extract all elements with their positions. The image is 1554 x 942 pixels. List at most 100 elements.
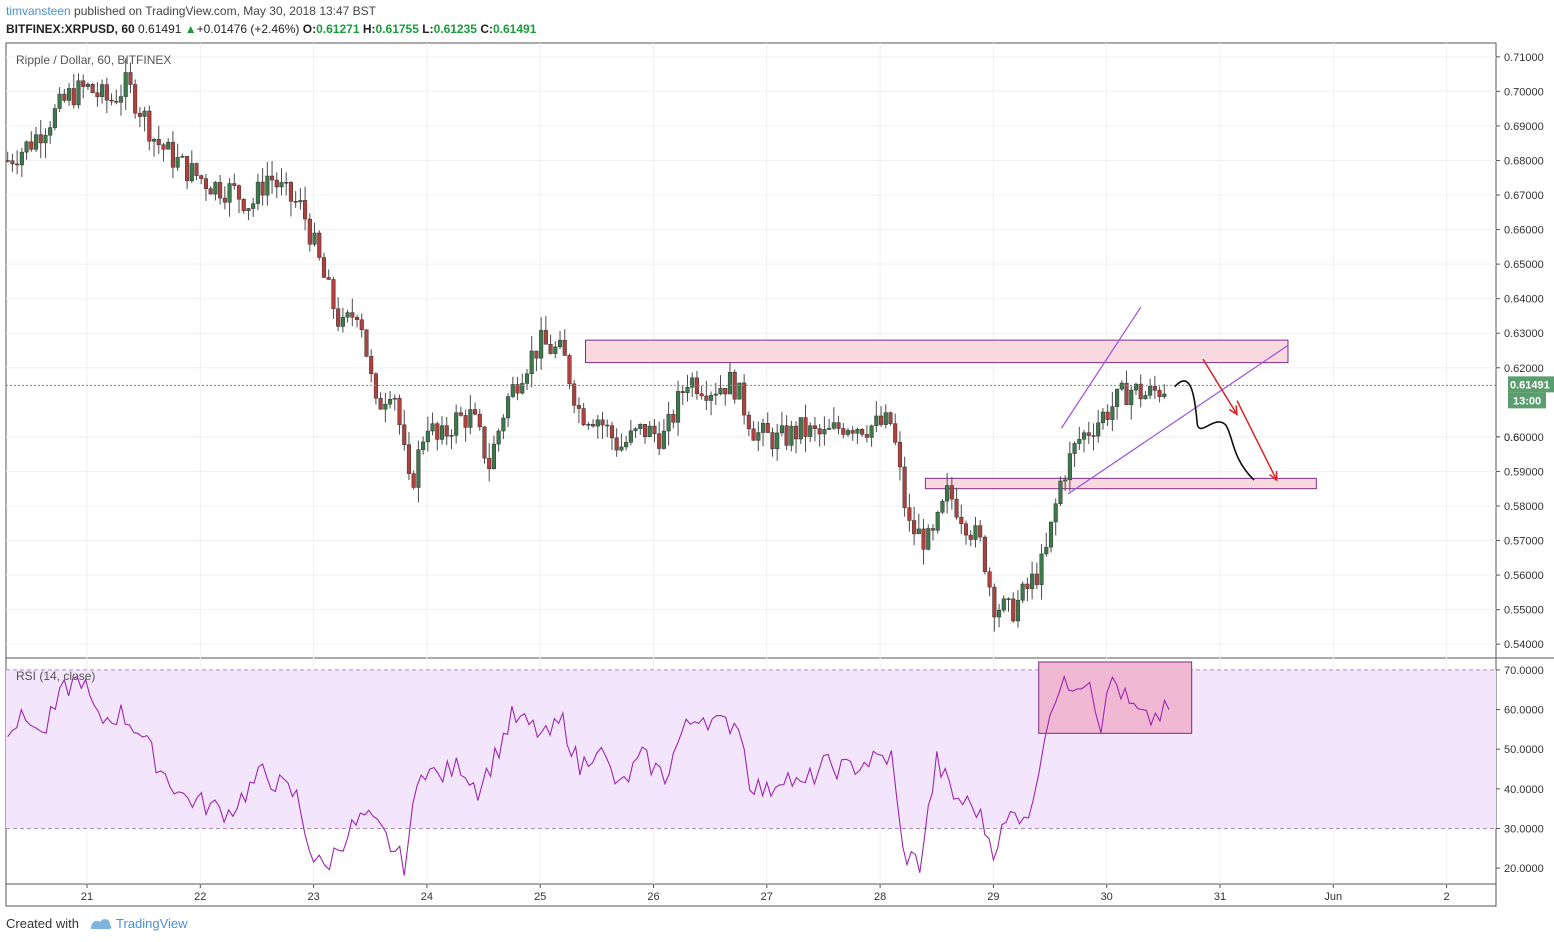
candle-up <box>279 182 284 188</box>
rsi-highlight-box <box>1038 661 1193 734</box>
candle-up <box>1063 479 1068 482</box>
candle-down <box>1157 390 1162 397</box>
candle-down <box>208 188 213 195</box>
candle-up <box>1077 438 1082 444</box>
candle-down <box>817 428 822 435</box>
candle-up <box>638 424 643 429</box>
created-with-text: Created with <box>6 916 79 931</box>
candle-up <box>345 312 350 318</box>
candle-down <box>185 156 190 182</box>
candle-down <box>576 405 581 409</box>
candle-down <box>987 571 992 588</box>
candle-down <box>406 444 412 474</box>
candle-down <box>1124 382 1129 406</box>
candle-down <box>534 350 539 359</box>
candle-down <box>378 397 383 410</box>
candle-up <box>760 423 766 433</box>
candle-down <box>38 134 43 144</box>
candle-up <box>883 412 888 425</box>
candle-up <box>845 430 851 435</box>
candle-down <box>548 343 553 354</box>
candle-down <box>397 397 402 426</box>
candle-down <box>170 141 175 168</box>
candle-down <box>477 413 482 428</box>
candle-up <box>255 181 260 204</box>
rsi-tick-label: 60.0000 <box>1504 705 1544 717</box>
candle-down <box>1105 411 1110 420</box>
candle-down <box>364 329 369 357</box>
candle-up <box>628 430 633 443</box>
candle-down <box>90 84 95 93</box>
candle-up <box>491 443 496 470</box>
candle-down <box>402 424 407 445</box>
candle-down <box>161 144 166 150</box>
rsi-tick-label: 20.0000 <box>1504 863 1544 875</box>
candle-up <box>1119 382 1124 390</box>
candle-up <box>454 412 459 436</box>
candle-up <box>666 413 671 432</box>
change-value: +0.01476 (+2.46%) <box>196 22 300 36</box>
candle-down <box>114 100 119 103</box>
candle-up <box>539 330 544 359</box>
candle-up <box>727 372 733 395</box>
candle-up <box>973 525 978 540</box>
candle-up <box>251 203 256 209</box>
time-tick-label: 22 <box>194 891 206 903</box>
candle-down <box>864 434 869 438</box>
candle-down <box>954 498 959 518</box>
candle-up <box>945 485 950 502</box>
candle-down <box>893 423 898 443</box>
candle-down <box>109 99 114 102</box>
candle-up <box>1053 503 1058 523</box>
candle-down <box>194 163 199 176</box>
candle-up <box>756 432 761 441</box>
candle-down <box>784 425 789 446</box>
candle-down <box>307 218 312 245</box>
candle-down <box>751 428 756 441</box>
projection-path <box>1174 380 1255 481</box>
candle-down <box>232 183 237 186</box>
countdown-label: 13:00 <box>1513 395 1541 407</box>
candle-up <box>1020 583 1025 601</box>
author-link[interactable]: timvansteen <box>6 4 71 18</box>
candle-down <box>473 409 478 415</box>
candle-down <box>1006 598 1011 600</box>
candle-up <box>1030 573 1035 589</box>
candle-down <box>850 430 855 434</box>
candle-up <box>85 84 90 87</box>
candle-up <box>24 141 29 153</box>
candle-down <box>369 356 374 375</box>
candle-up <box>997 609 1002 618</box>
low-value: 0.61235 <box>433 22 477 36</box>
candle-up <box>1096 422 1101 437</box>
candle-up <box>822 429 827 435</box>
candle-up <box>737 382 742 400</box>
candle-down <box>982 536 987 572</box>
candle-up <box>595 419 600 427</box>
candle-up <box>33 134 39 150</box>
candle-down <box>5 160 10 162</box>
candle-up <box>619 446 624 451</box>
candle-down <box>331 279 336 309</box>
candle-down <box>222 197 227 203</box>
candle-up <box>553 346 558 354</box>
candle-down <box>803 417 808 437</box>
candle-down <box>81 80 86 87</box>
down-arrow-2-head <box>1269 471 1278 482</box>
candle-up <box>246 208 251 212</box>
tradingview-brand[interactable]: TradingView <box>116 916 188 931</box>
candle-down <box>680 391 685 393</box>
candle-down <box>888 412 893 424</box>
resistance-zone <box>585 339 1289 364</box>
candle-down <box>1091 435 1096 437</box>
candle-up <box>496 430 501 445</box>
candle-up <box>1039 553 1044 585</box>
price-tick-label: 0.60000 <box>1504 432 1544 444</box>
time-tick-label: Jun <box>1324 891 1342 903</box>
time-tick-label: 25 <box>534 891 546 903</box>
candle-up <box>1143 395 1148 400</box>
candle-down <box>482 426 487 459</box>
candle-down <box>897 442 902 468</box>
candle-down <box>1086 432 1091 436</box>
